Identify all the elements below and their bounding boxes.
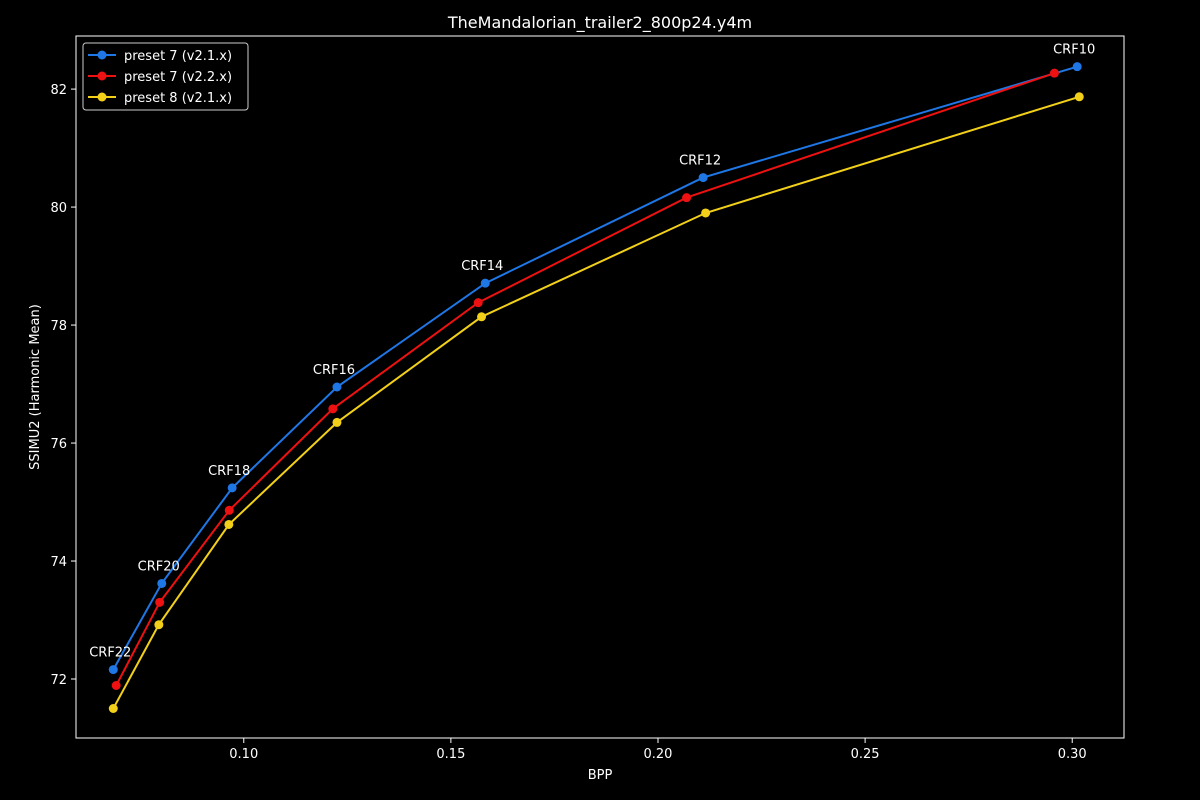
legend-box bbox=[82, 42, 249, 111]
x-tick-label: 0.15 bbox=[436, 747, 465, 762]
series-2-point bbox=[473, 298, 483, 308]
legend-swatch-marker bbox=[97, 71, 107, 81]
series-2-point bbox=[1049, 68, 1059, 78]
series-1-point bbox=[332, 382, 342, 392]
legend-swatch-marker bbox=[97, 92, 107, 102]
series-2-point bbox=[111, 680, 121, 690]
x-tick-label: 0.10 bbox=[229, 747, 258, 762]
y-tick-label: 78 bbox=[50, 319, 67, 334]
x-tick-label: 0.25 bbox=[851, 747, 880, 762]
series-2-point bbox=[682, 193, 692, 203]
y-axis: 72 74 76 78 80 82 bbox=[50, 83, 76, 688]
crf-annotation: CRF14 bbox=[461, 259, 503, 274]
series-layer bbox=[108, 62, 1084, 714]
crf-annotation: CRF20 bbox=[138, 559, 180, 574]
legend-swatch-marker bbox=[97, 50, 107, 60]
series-2-point bbox=[155, 597, 165, 607]
series-2-point bbox=[328, 404, 338, 414]
x-tick-label: 0.30 bbox=[1058, 747, 1087, 762]
y-axis-label: SSIMU2 (Harmonic Mean) bbox=[28, 304, 43, 470]
series-1-point bbox=[480, 278, 490, 288]
y-tick-label: 72 bbox=[50, 673, 67, 688]
series-2-point bbox=[224, 505, 234, 515]
series-1-point bbox=[698, 173, 708, 183]
series-1-point bbox=[157, 578, 167, 588]
legend-entry-label: preset 7 (v2.2.x) bbox=[124, 70, 232, 85]
legend-entry-label: preset 7 (v2.1.x) bbox=[124, 49, 232, 64]
crf-annotation: CRF18 bbox=[208, 464, 250, 479]
chart-title: TheMandalorian_trailer2_800p24.y4m bbox=[447, 13, 752, 33]
annotation-layer: CRF22 CRF20 CRF18 CRF16 CRF14 CRF12 CRF10 bbox=[89, 43, 1095, 661]
series-1-point bbox=[227, 483, 237, 493]
x-tick-label: 0.20 bbox=[644, 747, 673, 762]
x-axis-label: BPP bbox=[588, 768, 613, 783]
y-tick-label: 80 bbox=[50, 201, 67, 216]
legend: preset 7 (v2.1.x) preset 7 (v2.2.x) preset… bbox=[82, 42, 249, 111]
legend-entry-label: preset 8 (v2.1.x) bbox=[124, 91, 232, 106]
series-3-point bbox=[701, 208, 711, 218]
series-3-point bbox=[154, 620, 164, 630]
series-3-point bbox=[477, 312, 487, 322]
plot-frame bbox=[75, 35, 1125, 739]
y-tick-label: 82 bbox=[50, 83, 67, 98]
series-1-point bbox=[108, 665, 118, 675]
crf-annotation: CRF10 bbox=[1053, 43, 1095, 58]
crf-annotation: CRF12 bbox=[679, 154, 721, 169]
series-3-point bbox=[224, 519, 234, 529]
x-axis: 0.10 0.15 0.20 0.25 0.30 bbox=[229, 738, 1087, 762]
y-tick-label: 76 bbox=[50, 437, 67, 452]
crf-annotation: CRF22 bbox=[89, 646, 131, 661]
series-3-point bbox=[1074, 92, 1084, 102]
y-tick-label: 74 bbox=[50, 555, 67, 570]
crf-annotation: CRF16 bbox=[313, 363, 355, 378]
series-1-point bbox=[1072, 62, 1082, 72]
series-3-point bbox=[332, 417, 342, 427]
series-3-point bbox=[108, 704, 118, 714]
